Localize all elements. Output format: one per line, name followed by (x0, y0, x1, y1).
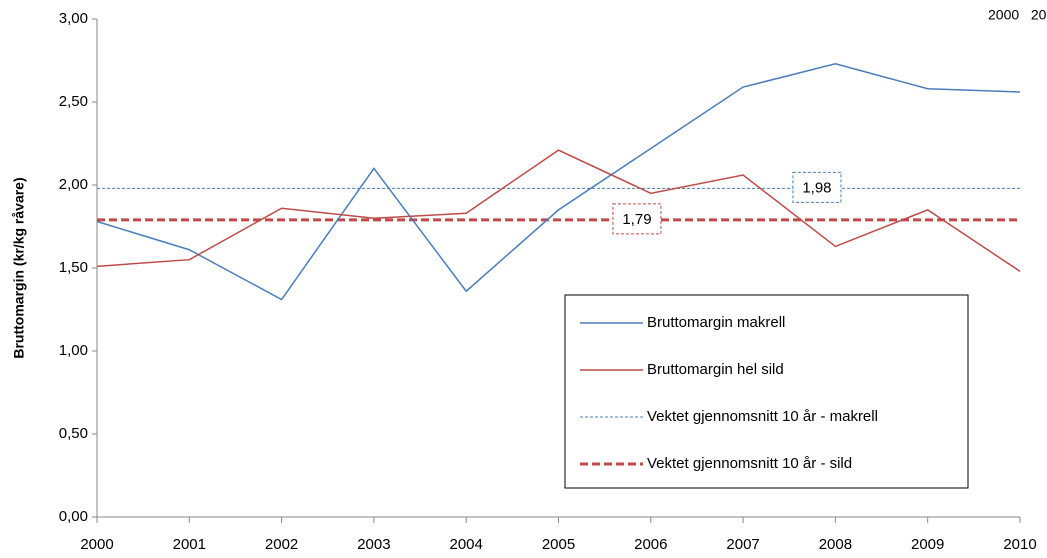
x-tick-label: 2002 (265, 536, 298, 553)
y-tick-label: 1,00 (59, 342, 88, 359)
value-label-box (612, 203, 662, 235)
y-tick-label: 1,50 (59, 259, 88, 276)
x-tick-label: 2005 (542, 536, 575, 553)
y-tick-label: 3,00 (59, 10, 88, 27)
x-tick-label: 2001 (173, 536, 206, 553)
legend-label: Vektet gjennomsnitt 10 år - sild (647, 455, 852, 472)
legend-label: Bruttomargin makrell (647, 314, 785, 331)
x-tick-label: 2010 (1003, 536, 1036, 553)
x-tick-label: 2007 (726, 536, 759, 553)
value-label: 1,98 (802, 179, 831, 196)
y-tick-label: 0,00 (59, 508, 88, 525)
x-tick-label: 2000 (80, 536, 113, 553)
y-axis-label: Bruttomargin (kr/kg råvare) (11, 177, 27, 358)
y-tick-label: 0,50 (59, 425, 88, 442)
series-line (96, 63, 1021, 301)
value-label: 1,79 (622, 211, 651, 228)
legend-label: Vektet gjennomsnitt 10 år - makrell (647, 408, 878, 425)
annotation: 2000 20 (988, 7, 1047, 23)
value-label-box (792, 171, 842, 203)
legend (564, 294, 969, 489)
x-tick-label: 2003 (357, 536, 390, 553)
legend-label: Bruttomargin hel sild (647, 361, 784, 378)
x-tick-label: 2008 (819, 536, 852, 553)
x-tick-label: 2006 (634, 536, 667, 553)
x-tick-label: 2009 (911, 536, 944, 553)
y-tick-label: 2,00 (59, 176, 88, 193)
series-line (96, 149, 1021, 272)
x-tick-label: 2004 (450, 536, 483, 553)
y-tick-label: 2,50 (59, 93, 88, 110)
